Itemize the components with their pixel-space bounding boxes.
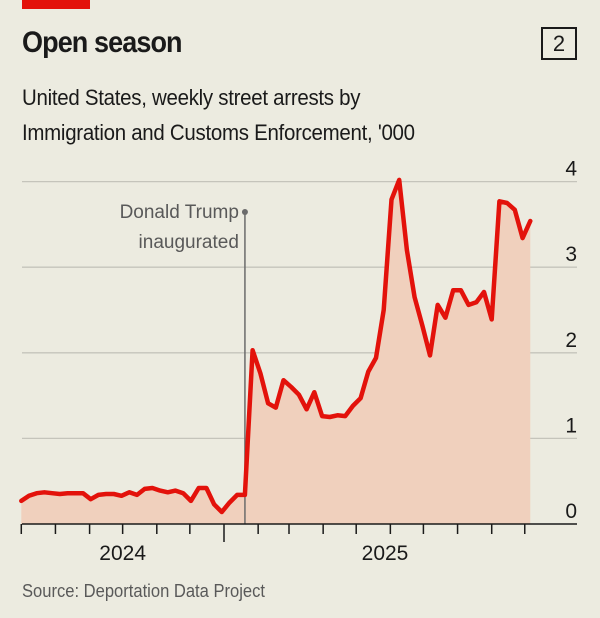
y-tick-label: 4 (565, 158, 577, 181)
annotation-line-1: Donald Trump (120, 202, 239, 223)
subtitle-line-2: Immigration and Customs Enforcement, '00… (22, 120, 415, 145)
y-tick-label: 0 (565, 500, 577, 523)
source-note: Source: Deportation Data Project (22, 581, 266, 601)
inauguration-marker-dot (241, 209, 248, 215)
chart-number-badge: 2 (541, 27, 577, 60)
area-fill (21, 179, 531, 524)
chart-subtitle: United States, weekly street arrests by … (22, 80, 415, 150)
accent-bar (22, 0, 90, 9)
inauguration-annotation: Donald Trump inaugurated (120, 202, 248, 524)
subtitle-line-1: United States, weekly street arrests by (22, 85, 361, 110)
x-year-label: 2024 (99, 542, 146, 565)
y-tick-label: 3 (565, 243, 577, 266)
y-tick-label: 2 (565, 329, 577, 352)
series-line (19, 177, 533, 515)
annotation-line-2: inaugurated (139, 232, 239, 253)
x-year-label: 2025 (362, 542, 409, 565)
y-axis: 0 1 2 3 4 (565, 158, 577, 523)
x-axis: 2024 2025 (20, 523, 577, 565)
chart-title: Open season (22, 26, 183, 59)
y-tick-label: 1 (565, 414, 577, 437)
